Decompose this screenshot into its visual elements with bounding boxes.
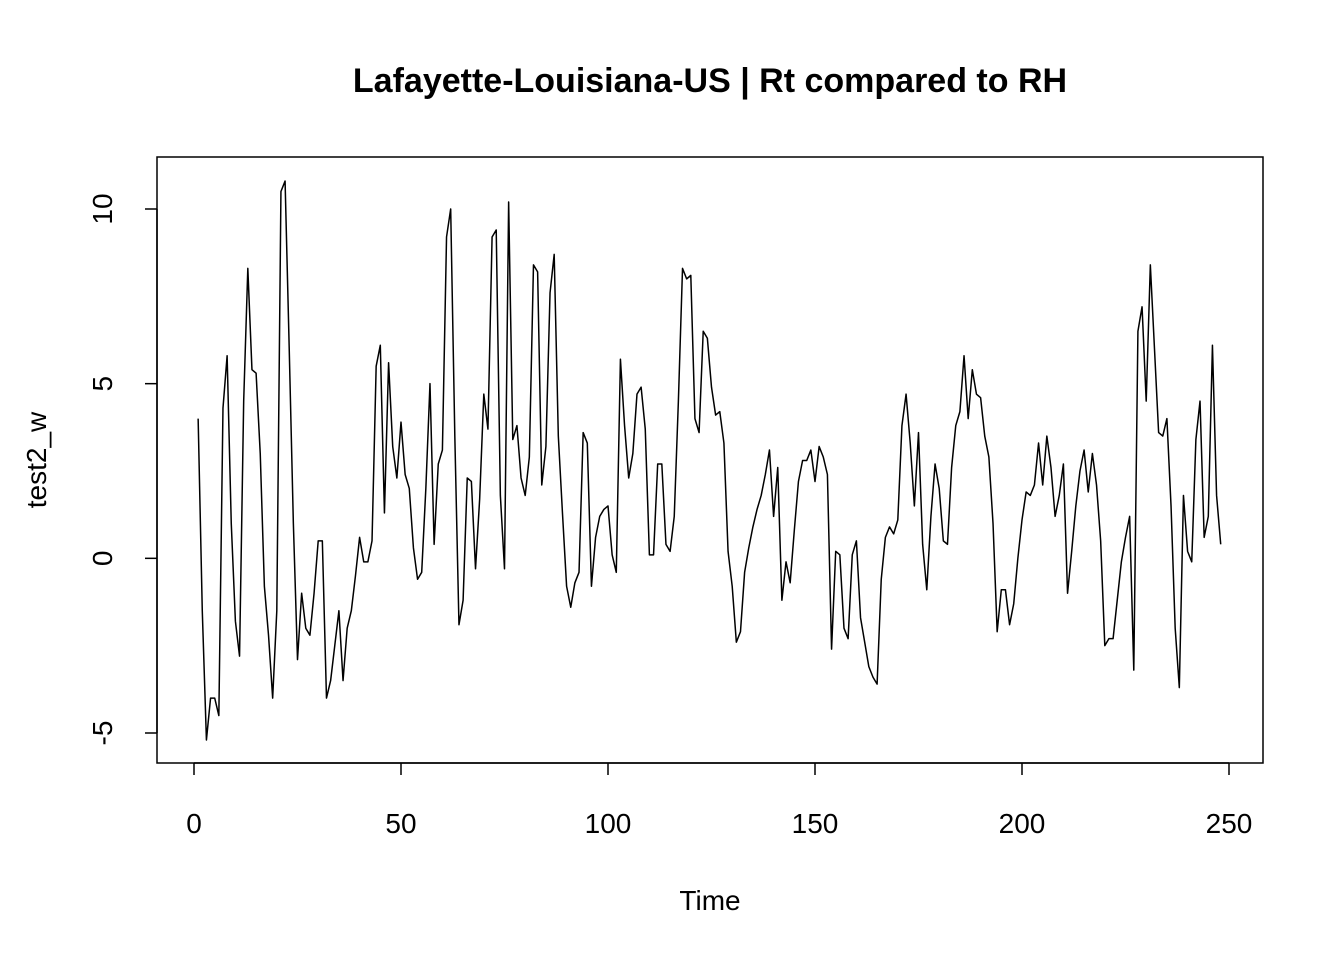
- x-axis: 0 50 100 150 200 250: [186, 762, 1253, 839]
- x-tick-label: 100: [585, 808, 632, 839]
- y-tick-label: 10: [87, 193, 118, 224]
- x-tick-label: 200: [999, 808, 1046, 839]
- x-tick-label: 0: [186, 808, 202, 839]
- x-tick-label: 250: [1206, 808, 1253, 839]
- x-tick-label: 150: [792, 808, 839, 839]
- y-tick-label: -5: [87, 721, 118, 746]
- y-tick-label: 0: [87, 551, 118, 567]
- y-axis: -5 0 5 10: [87, 193, 158, 746]
- plot-frame: [156, 156, 1264, 764]
- x-tick-label: 50: [385, 808, 416, 839]
- chart-title: Lafayette-Louisiana-US | Rt compared to …: [353, 62, 1067, 100]
- y-axis-label: test2_w: [21, 411, 52, 508]
- x-axis-label: Time: [679, 885, 740, 916]
- series-line: [197, 180, 1222, 741]
- y-tick-label: 5: [87, 376, 118, 392]
